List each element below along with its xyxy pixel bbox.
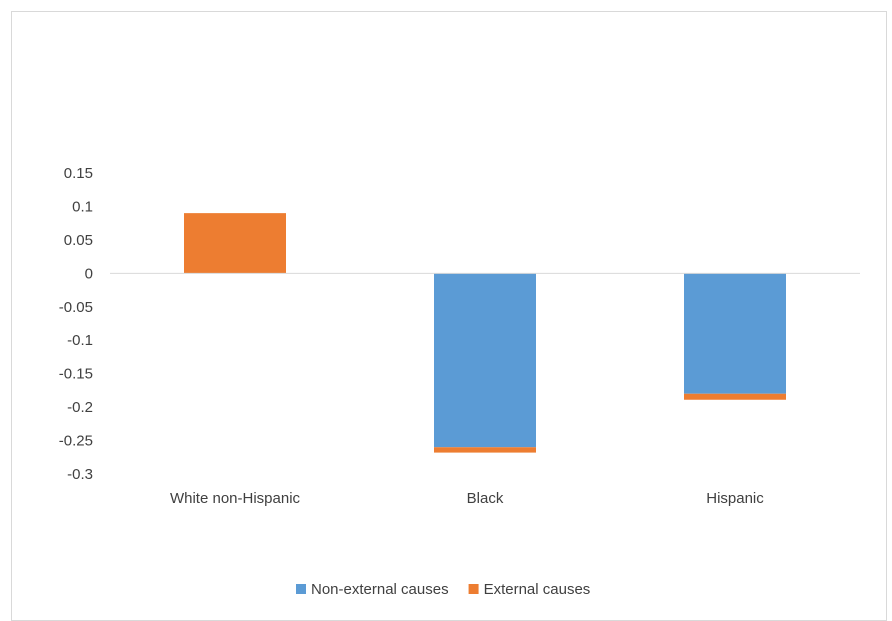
y-tick-label: -0.25 <box>59 433 93 450</box>
x-category-label: Black <box>467 490 504 507</box>
legend-label-non-external-causes: Non-external causes <box>311 581 449 598</box>
y-tick-label: -0.3 <box>67 466 93 483</box>
legend-swatch-non-external-causes <box>296 584 306 594</box>
bar-external-causes-2 <box>434 447 536 453</box>
y-tick-label: -0.2 <box>67 399 93 416</box>
y-tick-label: 0.05 <box>64 232 93 249</box>
y-tick-label: -0.1 <box>67 332 93 349</box>
legend-label-external-causes: External causes <box>484 581 591 598</box>
bar-non-external-causes-3 <box>684 273 786 394</box>
x-category-label: White non-Hispanic <box>170 490 301 507</box>
bar-external-causes-1 <box>184 213 286 274</box>
bar-external-causes-3 <box>684 393 786 400</box>
bar-non-external-causes-2 <box>434 273 536 448</box>
legend-swatch-external-causes <box>468 584 479 594</box>
y-tick-label: -0.05 <box>59 299 93 316</box>
x-category-label: Hispanic <box>706 490 764 507</box>
y-tick-label: 0.15 <box>64 165 93 182</box>
y-tick-label: 0 <box>85 265 93 282</box>
y-tick-label: 0.1 <box>72 198 93 215</box>
y-tick-label: -0.15 <box>59 366 93 383</box>
